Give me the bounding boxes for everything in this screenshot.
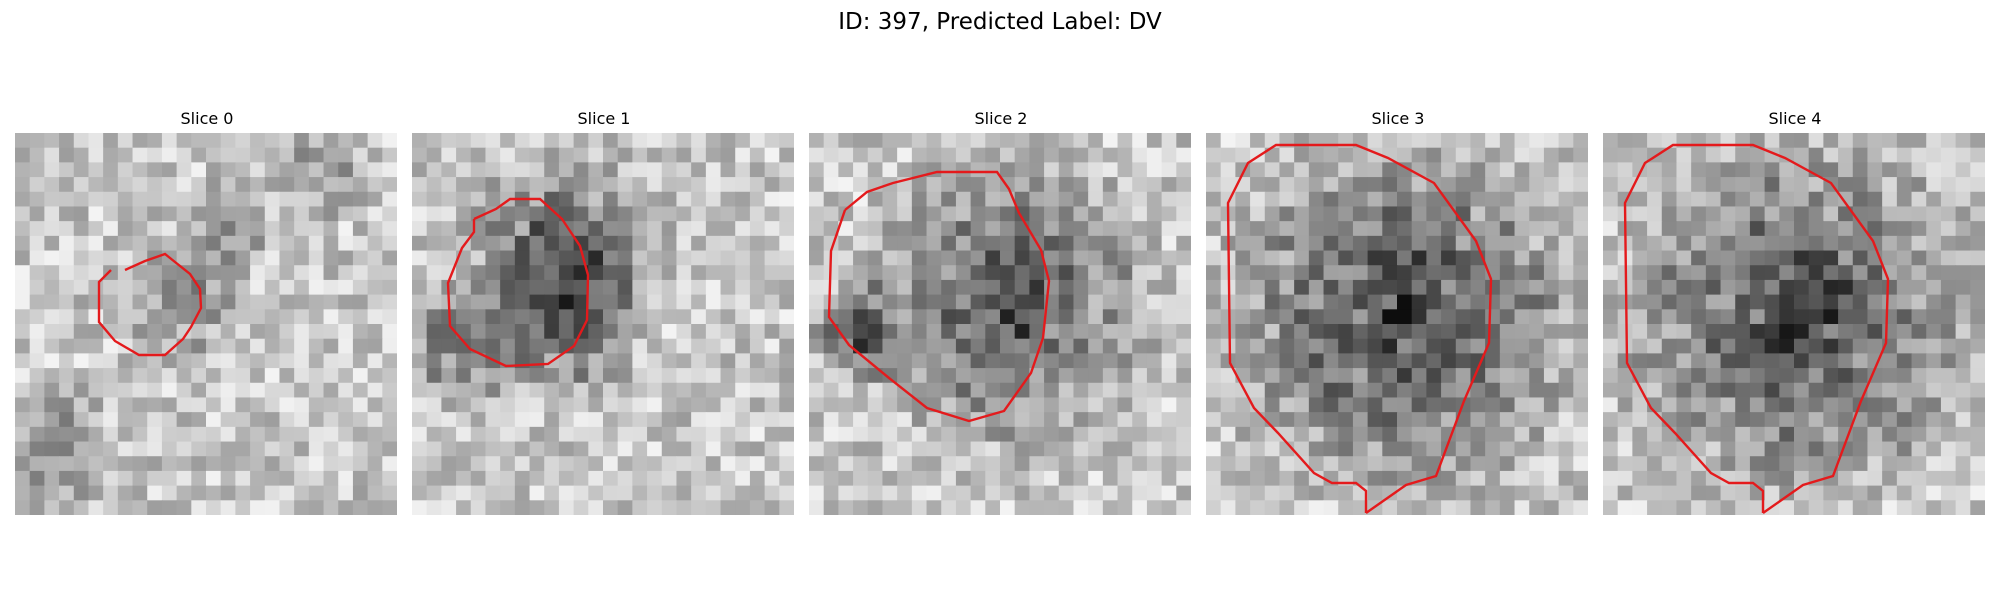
slice-image: [15, 133, 397, 515]
slice-image: [412, 133, 794, 515]
segmentation-contour: [1623, 143, 1890, 514]
slice-image: [1206, 133, 1588, 515]
slice-title: Slice 1: [577, 109, 631, 128]
slice-title: Slice 3: [1371, 109, 1425, 128]
figure-title: ID: 397, Predicted Label: DV: [838, 9, 1162, 35]
segmentation-contour: [97, 252, 203, 357]
segmentation-contour: [827, 170, 1051, 423]
slice-image: [1603, 133, 1985, 515]
slice-title: Slice 4: [1768, 109, 1822, 128]
segmentation-contour: [446, 197, 590, 368]
slice-image: [809, 133, 1191, 515]
slice-title: Slice 2: [974, 109, 1028, 128]
slice-title: Slice 0: [180, 109, 234, 128]
segmentation-contour: [1226, 143, 1493, 514]
